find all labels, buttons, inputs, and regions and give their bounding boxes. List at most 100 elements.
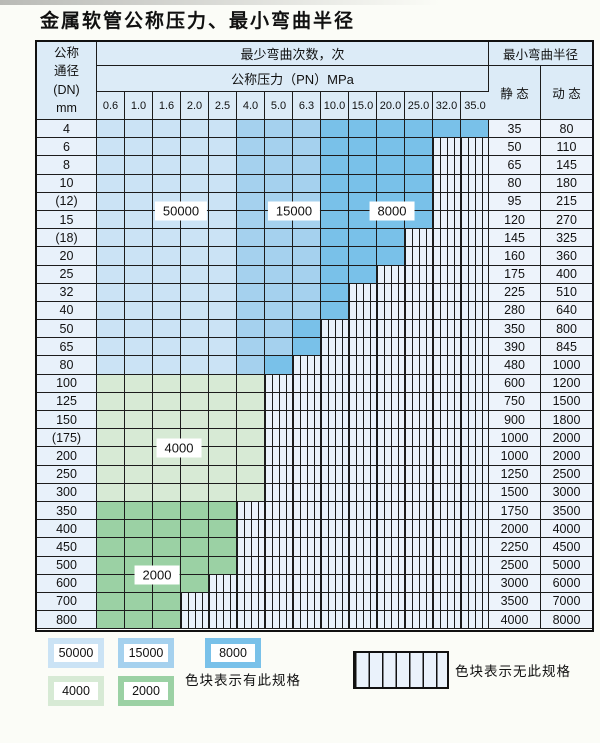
spec-cell-8 <box>377 174 405 193</box>
static-value-cell: 35 <box>489 120 541 139</box>
spec-cell-50 <box>181 120 209 139</box>
spec-cell-50 <box>209 356 237 375</box>
spec-cell-50 <box>153 174 181 193</box>
spec-cell-2 <box>97 501 125 521</box>
static-value-cell: 1750 <box>489 501 541 521</box>
static-value-cell: 160 <box>489 247 541 266</box>
spec-cell-50 <box>181 338 209 357</box>
spec-cell-8 <box>405 120 433 139</box>
no-spec-cell <box>461 229 489 248</box>
spec-cell-15 <box>293 247 321 266</box>
spec-cell-8 <box>321 229 349 248</box>
dynamic-header: 动 态 <box>541 66 592 120</box>
no-spec-cell <box>265 501 293 521</box>
spec-cell-50 <box>97 156 125 175</box>
static-value-cell: 900 <box>489 411 541 430</box>
spec-cell-2 <box>209 556 237 575</box>
spec-table: 公称 通径 (DN) mm 最少弯曲次数，次 最小弯曲半径 公称压力（PN）MP… <box>35 40 594 632</box>
no-spec-cell <box>433 429 461 448</box>
no-spec-cell <box>293 374 321 393</box>
spec-cell-50 <box>181 265 209 284</box>
no-spec-cell <box>461 520 489 539</box>
no-spec-cell <box>433 592 461 612</box>
dn-cell: 500 <box>37 556 97 575</box>
spec-cell-50 <box>153 120 181 139</box>
dn-cell: 250 <box>37 465 97 484</box>
legend-no-spec-swatch <box>353 651 449 689</box>
legend-swatch-2000: 2000 <box>118 676 174 706</box>
spec-cell-4 <box>97 447 125 466</box>
static-value-cell: 750 <box>489 392 541 411</box>
pressure-tick: 0.6 <box>97 92 125 120</box>
spec-cell-4 <box>97 411 125 430</box>
no-spec-cell <box>321 338 349 357</box>
dn-cell: 350 <box>37 501 97 521</box>
no-spec-cell <box>461 465 489 484</box>
dynamic-value-cell: 6000 <box>541 574 592 593</box>
no-spec-cell <box>405 356 433 375</box>
spec-cell-50 <box>209 247 237 266</box>
no-spec-cell <box>405 338 433 357</box>
pressure-tick: 6.3 <box>293 92 321 120</box>
spec-cell-2 <box>125 538 153 557</box>
spec-cell-4 <box>125 465 153 484</box>
pressure-tick: 2.0 <box>181 92 209 120</box>
spec-cell-50 <box>181 356 209 375</box>
no-spec-cell <box>377 374 405 393</box>
no-spec-cell <box>349 520 377 539</box>
static-value-cell: 600 <box>489 374 541 393</box>
dynamic-value-cell: 800 <box>541 320 592 339</box>
spec-cell-2 <box>97 611 125 630</box>
dynamic-value-cell: 7000 <box>541 592 592 612</box>
no-spec-cell <box>461 192 489 211</box>
no-spec-cell <box>461 320 489 339</box>
no-spec-cell <box>433 320 461 339</box>
no-spec-cell <box>461 338 489 357</box>
dynamic-value-cell: 80 <box>541 120 592 139</box>
no-spec-cell <box>265 374 293 393</box>
static-value-cell: 175 <box>489 265 541 284</box>
spec-cell-2 <box>97 556 125 575</box>
spec-cell-15 <box>265 156 293 175</box>
no-spec-cell <box>377 574 405 593</box>
no-spec-cell <box>433 538 461 557</box>
spec-cell-4 <box>237 411 265 430</box>
no-spec-cell <box>433 501 461 521</box>
no-spec-cell <box>433 265 461 284</box>
spec-cell-50 <box>125 356 153 375</box>
spec-cell-4 <box>209 411 237 430</box>
spec-cell-50 <box>125 229 153 248</box>
spec-cell-4 <box>209 447 237 466</box>
spec-cell-4 <box>153 465 181 484</box>
no-spec-cell <box>405 483 433 502</box>
no-spec-cell <box>433 374 461 393</box>
spec-cell-15 <box>237 138 265 157</box>
pressure-tick: 2.5 <box>209 92 237 120</box>
no-spec-cell <box>461 156 489 175</box>
dn-cell: 150 <box>37 411 97 430</box>
no-spec-cell <box>237 538 265 557</box>
no-spec-cell <box>461 138 489 157</box>
legend-swatch-label: 8000 <box>211 644 255 662</box>
radius-header: 最小弯曲半径 <box>489 42 592 66</box>
spec-cell-4 <box>125 429 153 448</box>
static-value-cell: 50 <box>489 138 541 157</box>
no-spec-cell <box>349 374 377 393</box>
no-spec-cell <box>461 411 489 430</box>
spec-cell-50 <box>97 138 125 157</box>
legend-swatch-4000: 4000 <box>48 676 104 706</box>
static-value-cell: 225 <box>489 283 541 302</box>
no-spec-cell <box>377 283 405 302</box>
scan-artifact <box>0 0 440 5</box>
no-spec-cell <box>321 483 349 502</box>
no-spec-cell <box>293 574 321 593</box>
no-spec-cell <box>321 501 349 521</box>
spec-cell-2 <box>125 520 153 539</box>
no-spec-cell <box>293 411 321 430</box>
no-spec-cell <box>433 520 461 539</box>
spec-cell-8 <box>321 174 349 193</box>
spec-cell-50 <box>153 138 181 157</box>
dn-header-line: 公称 <box>53 46 79 61</box>
no-spec-cell <box>377 338 405 357</box>
